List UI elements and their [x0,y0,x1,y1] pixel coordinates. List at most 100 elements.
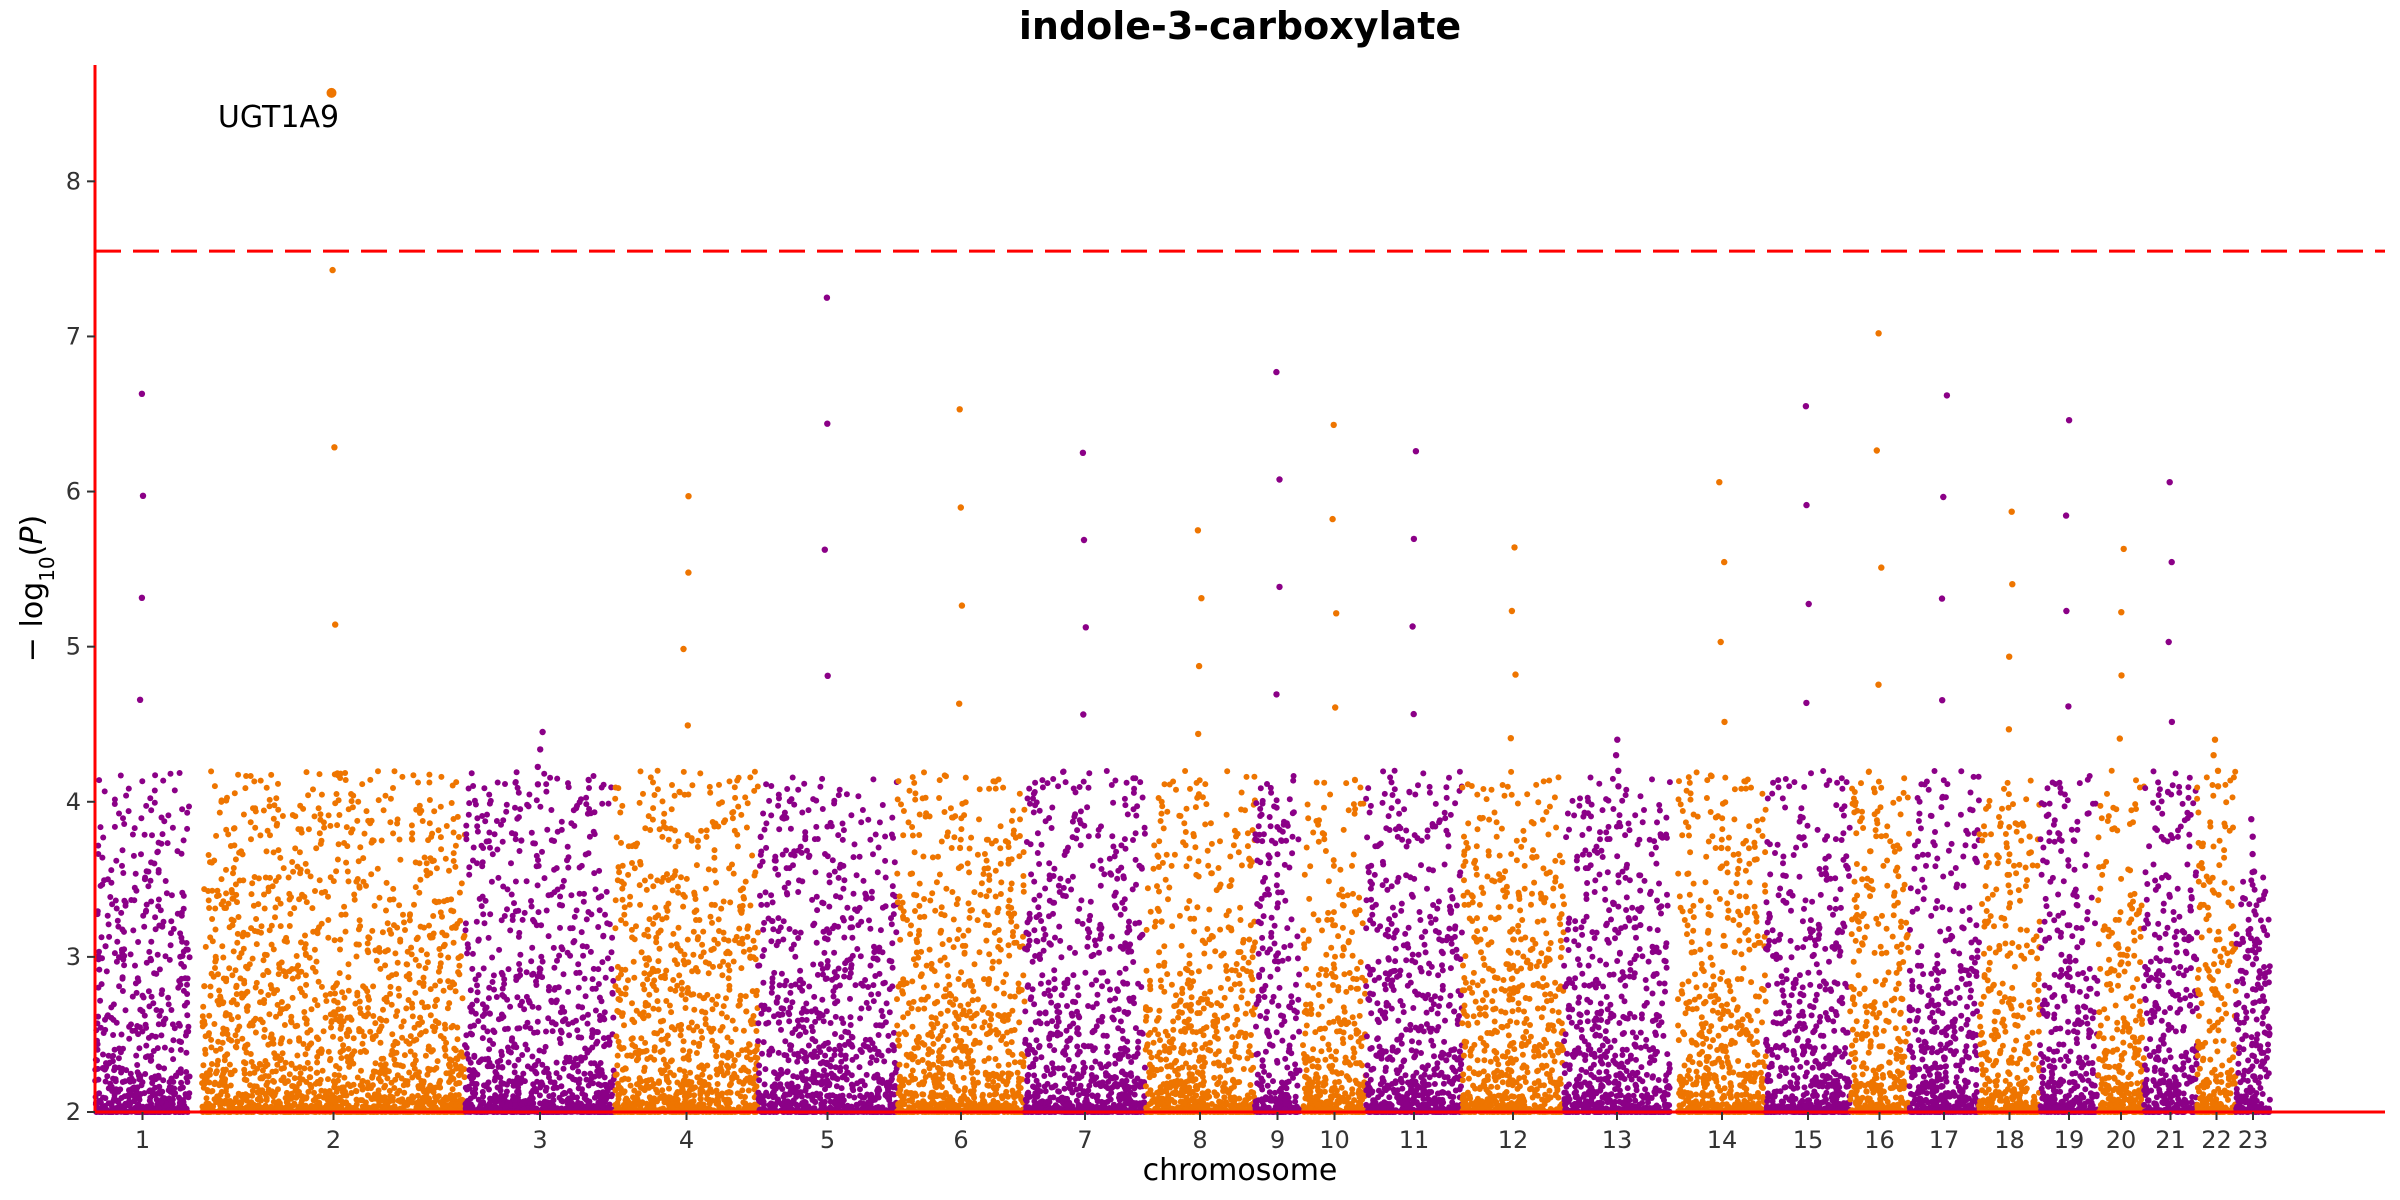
data-point [227,1082,234,1089]
data-point [139,1079,146,1086]
data-point [697,1089,704,1096]
data-point [127,951,134,958]
data-point [369,1036,376,1043]
data-point [470,857,476,864]
data-point [543,788,550,795]
data-point [487,844,493,851]
data-point [672,868,679,875]
data-point [674,961,681,968]
data-point [390,896,397,903]
data-point [703,833,710,840]
data-point [271,1050,278,1057]
data-point [170,1078,177,1085]
data-point [653,939,660,946]
data-point [123,1067,130,1074]
data-point [608,966,615,972]
data-point [747,902,754,909]
data-point [121,962,128,969]
data-point [355,941,362,948]
data-point [442,855,449,862]
data-point [236,877,243,884]
data-point [396,836,403,843]
data-point [485,995,492,1002]
data-point [360,855,367,862]
data-point [208,1088,215,1095]
data-point [612,897,619,904]
data-point [147,795,154,802]
data-point [97,824,104,831]
data-point [256,1060,263,1067]
data-point [740,948,747,955]
data-point [95,1013,102,1020]
data-point [387,795,394,802]
data-point [387,1093,394,1100]
data-point [750,954,757,961]
data-point [279,813,286,819]
data-point [622,1065,629,1072]
data-point [382,1099,388,1106]
data-point [743,1008,750,1015]
data-point [870,955,877,962]
data-point [337,1036,344,1042]
data-point [755,1020,762,1027]
data-point [383,879,390,886]
data-point [144,1053,151,1060]
data-point [322,1014,329,1021]
data-point [303,1020,310,1027]
data-point [148,938,155,945]
data-point [443,823,450,829]
data-point [333,1101,340,1108]
data-point [390,830,397,837]
data-point [711,854,718,861]
data-point [730,809,737,815]
data-point [716,963,723,970]
data-point [720,929,727,936]
data-point [467,987,474,994]
data-point [817,783,824,790]
data-point [111,796,118,803]
data-point [268,922,275,929]
chart-title: indole-3-carboxylate [1018,4,1462,48]
data-point [102,1078,109,1085]
data-point [609,934,616,941]
data-point [271,802,278,809]
data-point [288,1013,295,1020]
data-point [335,1085,342,1092]
data-point [235,914,242,920]
data-point [349,826,356,833]
data-point [489,954,496,961]
data-point [367,1028,374,1035]
data-point [109,1088,116,1094]
data-point [560,1017,567,1024]
data-point [383,907,389,914]
data-point [740,1079,747,1086]
data-point [427,1012,434,1019]
data-point [336,1065,343,1072]
data-point [643,1047,650,1054]
data-point [605,800,612,807]
data-point [641,986,648,993]
data-point [693,907,700,914]
data-point [776,826,783,833]
data-point [534,973,541,980]
data-point [158,814,165,821]
data-point [624,1052,631,1059]
data-point [169,824,176,831]
data-point [145,988,152,995]
data-point [361,1047,368,1054]
data-point [223,905,229,911]
data-point [243,1004,250,1011]
data-point [838,1034,845,1041]
data-point [873,1022,880,1029]
data-point [489,979,496,985]
data-point [723,950,730,957]
data-point [257,1016,264,1023]
data-point [474,982,480,989]
data-point [666,1085,672,1092]
data-point [446,867,452,874]
data-point [720,1003,727,1010]
data-point [359,1040,366,1047]
data-point [183,940,190,946]
data-point [742,1094,748,1100]
data-point [865,1005,872,1012]
